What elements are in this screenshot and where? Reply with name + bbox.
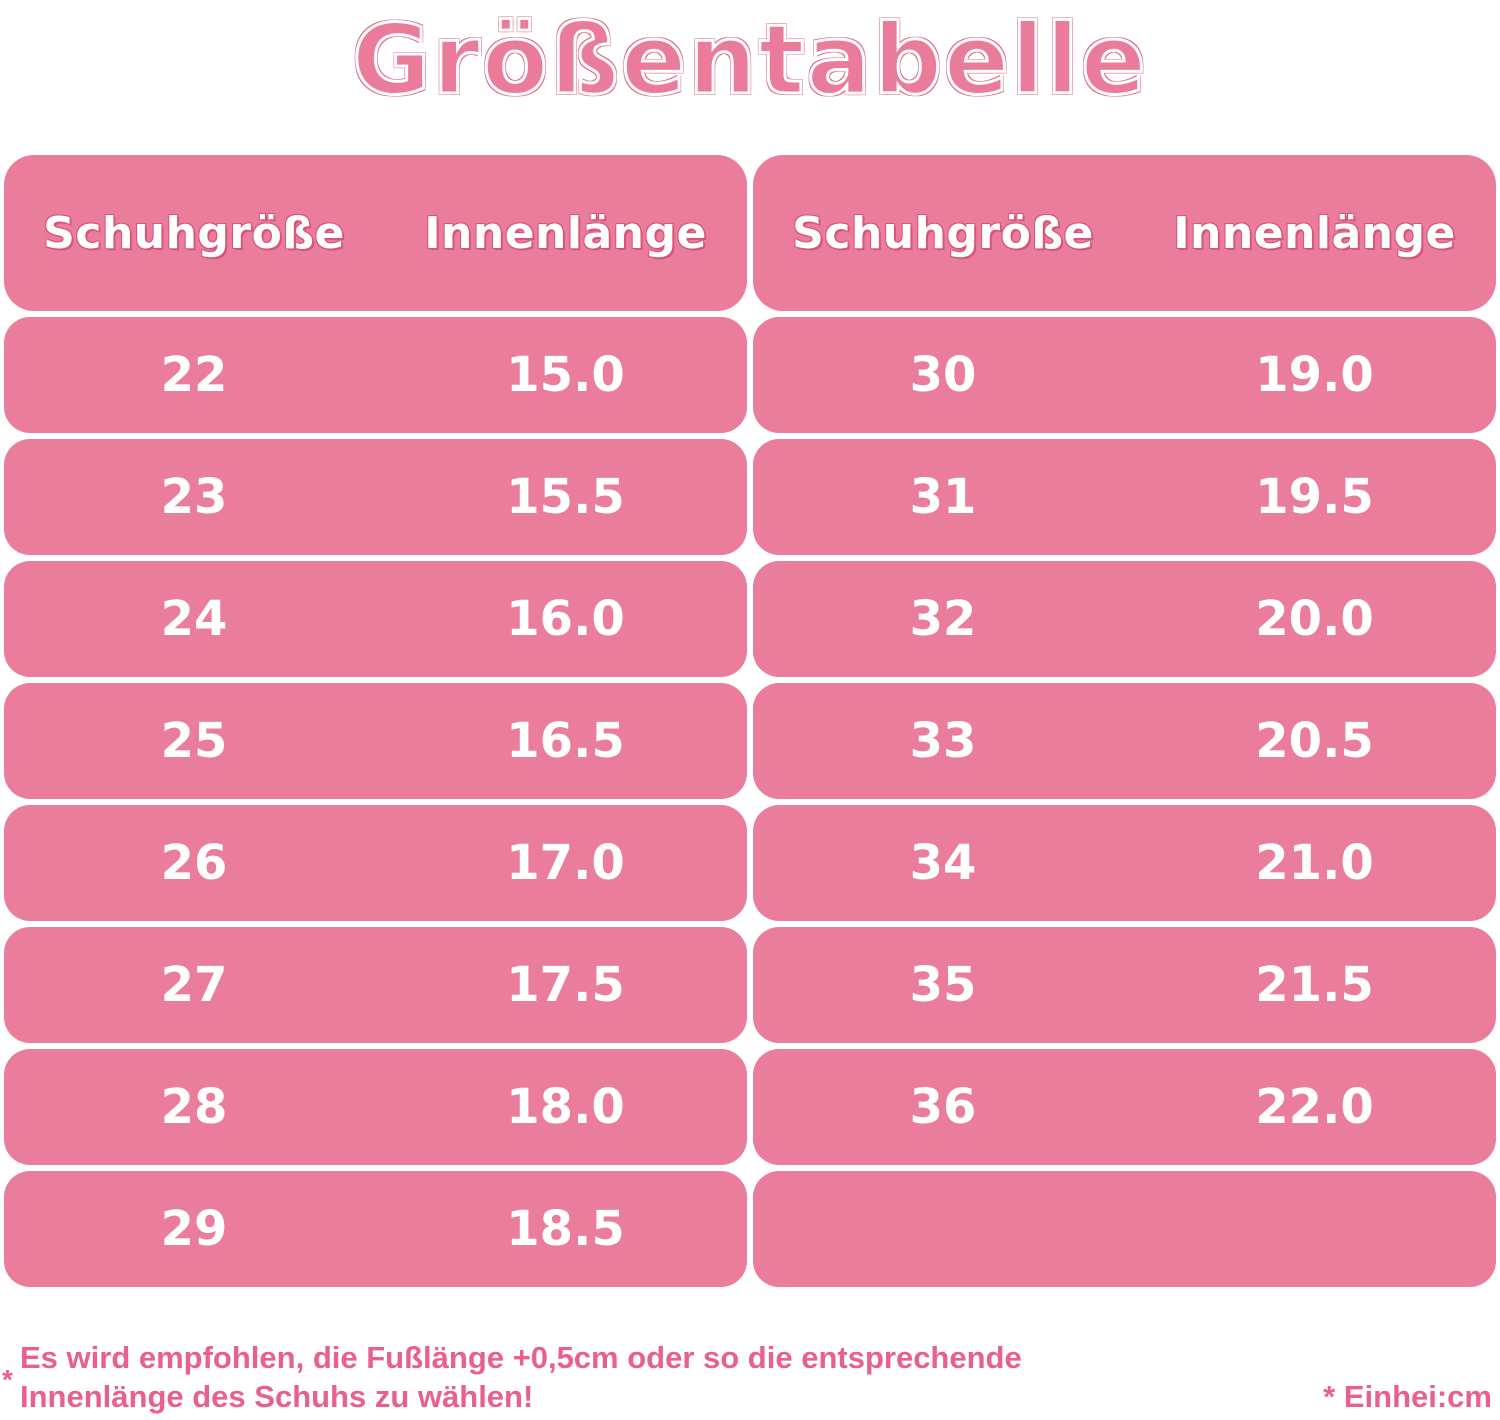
table-row: 26 17.0 bbox=[4, 805, 747, 921]
inner-length-cell: 17.5 bbox=[506, 957, 625, 1013]
inner-length-cell: 19.5 bbox=[1255, 469, 1374, 525]
shoe-size-cell: 27 bbox=[160, 957, 228, 1013]
shoe-size-cell: 23 bbox=[160, 469, 228, 525]
inner-length-cell: 16.5 bbox=[506, 713, 625, 769]
table-row: 25 16.5 bbox=[4, 683, 747, 799]
inner-length-cell bbox=[1133, 1171, 1496, 1287]
inner-length-cell: 20.5 bbox=[1255, 713, 1374, 769]
table-header-row: Schuhgröße Innenlänge bbox=[4, 155, 747, 311]
header-shoe-size: Schuhgröße bbox=[792, 207, 1094, 259]
shoe-size-cell: 36 bbox=[909, 1079, 977, 1135]
unit-note: * Einhei:cm bbox=[1323, 1379, 1492, 1414]
shoe-size-cell: 28 bbox=[160, 1079, 228, 1135]
table-row: 36 22.0 bbox=[753, 1049, 1496, 1165]
inner-length-cell: 16.0 bbox=[506, 591, 625, 647]
inner-length-cell: 17.0 bbox=[506, 835, 625, 891]
recommendation-footnote: * Es wird empfohlen, die Fußlänge +0,5cm… bbox=[2, 1338, 1200, 1416]
table-row: 24 16.0 bbox=[4, 561, 747, 677]
table-row: 32 20.0 bbox=[753, 561, 1496, 677]
inner-length-cell: 22.0 bbox=[1255, 1079, 1374, 1135]
asterisk-icon: * bbox=[2, 1364, 13, 1395]
inner-length-cell: 21.5 bbox=[1255, 957, 1374, 1013]
shoe-size-cell: 31 bbox=[909, 469, 977, 525]
table-row: 27 17.5 bbox=[4, 927, 747, 1043]
table-row: 34 21.0 bbox=[753, 805, 1496, 921]
table-row: 29 18.5 bbox=[4, 1171, 747, 1287]
footnote-line-2: Innenlänge des Schuhs zu wählen! bbox=[20, 1379, 534, 1414]
inner-length-cell: 15.5 bbox=[506, 469, 625, 525]
table-row: 33 20.5 bbox=[753, 683, 1496, 799]
inner-length-cell: 19.0 bbox=[1255, 347, 1374, 403]
table-row: 28 18.0 bbox=[4, 1049, 747, 1165]
shoe-size-cell: 24 bbox=[160, 591, 228, 647]
shoe-size-cell: 32 bbox=[909, 591, 977, 647]
table-header-row: Schuhgröße Innenlänge bbox=[753, 155, 1496, 311]
table-row: 22 15.0 bbox=[4, 317, 747, 433]
table-row: 31 19.5 bbox=[753, 439, 1496, 555]
inner-length-cell: 21.0 bbox=[1255, 835, 1374, 891]
table-row-empty bbox=[753, 1171, 1496, 1287]
shoe-size-cell: 34 bbox=[909, 835, 977, 891]
page-title: Größentabelle bbox=[350, 3, 1148, 118]
shoe-size-cell: 29 bbox=[160, 1201, 228, 1257]
shoe-size-cell: 30 bbox=[909, 347, 977, 403]
inner-length-cell: 18.0 bbox=[506, 1079, 625, 1135]
shoe-size-cell: 22 bbox=[160, 347, 228, 403]
shoe-size-cell: 25 bbox=[160, 713, 228, 769]
inner-length-cell: 20.0 bbox=[1255, 591, 1374, 647]
inner-length-cell: 18.5 bbox=[506, 1201, 625, 1257]
table-row: 23 15.5 bbox=[4, 439, 747, 555]
table-row: 35 21.5 bbox=[753, 927, 1496, 1043]
shoe-size-cell bbox=[753, 1171, 1133, 1287]
header-shoe-size: Schuhgröße bbox=[43, 207, 345, 259]
inner-length-cell: 15.0 bbox=[506, 347, 625, 403]
header-inner-length: Innenlänge bbox=[1173, 207, 1456, 259]
shoe-size-cell: 35 bbox=[909, 957, 977, 1013]
footnote-line-1: Es wird empfohlen, die Fußlänge +0,5cm o… bbox=[20, 1340, 1022, 1375]
shoe-size-cell: 33 bbox=[909, 713, 977, 769]
shoe-size-cell: 26 bbox=[160, 835, 228, 891]
table-row: 30 19.0 bbox=[753, 317, 1496, 433]
header-inner-length: Innenlänge bbox=[424, 207, 707, 259]
